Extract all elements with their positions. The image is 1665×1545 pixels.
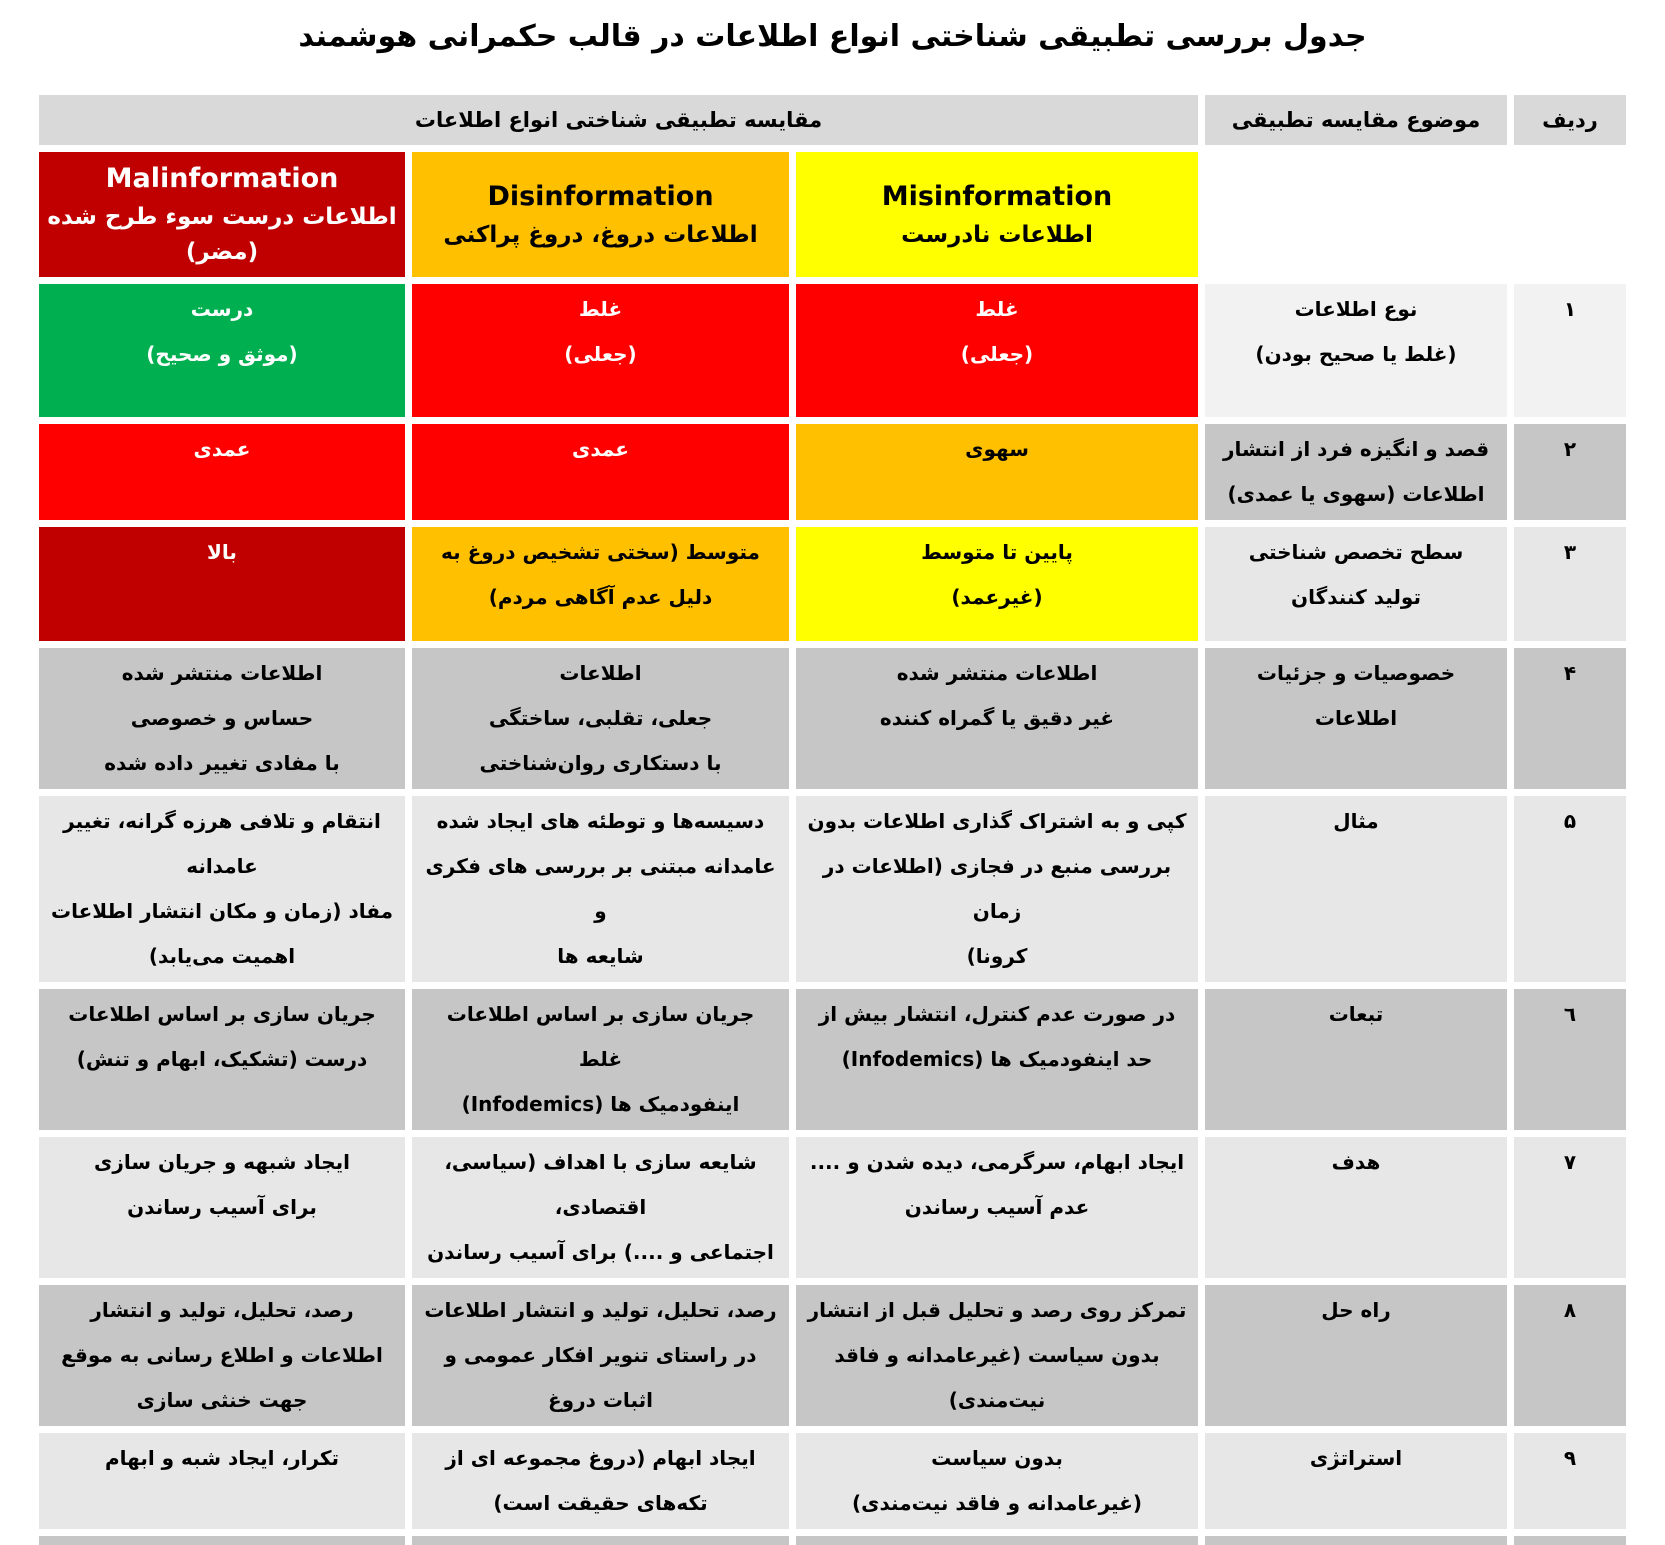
table-row: ٦ تبعات در صورت عدم کنترل، انتشار بیش از ح… xyxy=(39,989,1626,1131)
type-name-persian: اطلاعات دروغ، دروغ پراکنی xyxy=(443,221,758,248)
row-subject: تبعات xyxy=(1205,989,1507,1131)
row-number: ۵ xyxy=(1514,796,1626,983)
row-subject: نوع اطلاعات (غلط یا صحیح بودن) xyxy=(1205,284,1507,418)
table-row: ۷ هدف ایجاد ابهام، سرگرمی، دیده شدن و ....… xyxy=(39,1137,1626,1279)
misinformation-cell: سهوی xyxy=(796,424,1198,521)
malinformation-cell: ایجاد شبهه و جریان سازی برای آسیب رساندن xyxy=(39,1137,405,1279)
type-header-disinformation: Disinformation اطلاعات دروغ، دروغ پراکنی xyxy=(412,152,789,278)
misinformation-cell: اطلاعات منتشر شده غیر دقیق یا گمراه کنند… xyxy=(796,648,1198,790)
type-header-malinformation: Malinformation اطلاعات درست سوء طرح شده (… xyxy=(39,152,405,278)
type-name-english: Misinformation xyxy=(881,180,1113,212)
malinformation-cell: درست (موثق و صحیح) xyxy=(39,284,405,418)
misinformation-cell: پایین تا متوسط (غیرعمد) xyxy=(796,527,1198,642)
table-row: ۳ سطح تخصص شناختی تولید کنندگان پایین تا م… xyxy=(39,527,1626,642)
row-number: ۷ xyxy=(1514,1137,1626,1279)
table-row: ۱ نوع اطلاعات (غلط یا صحیح بودن) غلط (جعلی… xyxy=(39,284,1626,418)
type-header-misinformation: Misinformation اطلاعات نادرست xyxy=(796,152,1198,278)
disinformation-cell: رصد، تحلیل، تولید و انتشار اطلاعات در را… xyxy=(412,1285,789,1427)
row-subject: مثال xyxy=(1205,796,1507,983)
row-number: ۴ xyxy=(1514,648,1626,790)
row-number: ۹ xyxy=(1514,1433,1626,1530)
empty-cell xyxy=(1205,152,1507,277)
type-header-row: Misinformation اطلاعات نادرست Disinformati… xyxy=(39,152,1626,278)
misinformation-cell: بدون سیاست (غیرعامدانه و فاقد نیت‌مندی) xyxy=(796,1433,1198,1530)
disinformation-cell: ایجاد ابهام (دروغ مجموعه ای از تکه‌های ح… xyxy=(412,1433,789,1530)
header-row-number-label: ردیف xyxy=(1514,95,1626,145)
type-name-persian: اطلاعات درست سوء طرح شده (مضر) xyxy=(47,203,397,266)
row-number: ۱ xyxy=(1514,284,1626,418)
disinformation-cell: جریان سازی بر اساس اطلاعات غلط اینفودمیک… xyxy=(412,989,789,1131)
misinformation-cell: در صورت عدم کنترل، انتشار بیش از حد اینف… xyxy=(796,989,1198,1131)
table-row: ۴ خصوصیات و جزئیات اطلاعات اطلاعات منتشر ش… xyxy=(39,648,1626,790)
row-subject: خصوصیات و جزئیات اطلاعات xyxy=(1205,648,1507,790)
table-row: ۱۰ تکنیک بدون سیاست (غیرعامدانه و فاقد نیت… xyxy=(39,1536,1626,1545)
page-title: جدول بررسی تطبیقی شناختی انواع اطلاعات د… xyxy=(298,19,1367,54)
row-subject: هدف xyxy=(1205,1137,1507,1279)
table-row: ۵ مثال کپی و به اشتراک گذاری اطلاعات بدون … xyxy=(39,796,1626,983)
comparison-table: ردیف موضوع مقایسه تطبیقی مقایسه تطبیقی ش… xyxy=(32,88,1633,1545)
row-subject: تکنیک xyxy=(1205,1536,1507,1545)
malinformation-cell: استفاده از اطلاعات درست سازماندهی و انعک… xyxy=(39,1536,405,1545)
table-row: ۸ راه حل تمرکز روی رصد و تحلیل قبل از انتش… xyxy=(39,1285,1626,1427)
row-number: ۱۰ xyxy=(1514,1536,1626,1545)
row-subject: سطح تخصص شناختی تولید کنندگان xyxy=(1205,527,1507,642)
row-subject: قصد و انگیزه فرد از انتشار اطلاعات (سهوی… xyxy=(1205,424,1507,521)
row-subject: راه حل xyxy=(1205,1285,1507,1427)
type-name-english: Disinformation xyxy=(487,180,714,212)
table-row: ۲ قصد و انگیزه فرد از انتشار اطلاعات (سهو… xyxy=(39,424,1626,521)
disinformation-cell: عمدی xyxy=(412,424,789,521)
disinformation-cell: اطلاعات جعلی، تقلبی، ساختگی با دستکاری ر… xyxy=(412,648,789,790)
row-number: ۳ xyxy=(1514,527,1626,642)
header-comparison-label: مقایسه تطبیقی شناختی انواع اطلاعات xyxy=(39,95,1198,145)
disinformation-cell: دسیسه‌ها و توطئه های ایجاد شده عامدانه م… xyxy=(412,796,789,983)
malinformation-cell: رصد، تحلیل، تولید و انتشار اطلاعات و اطل… xyxy=(39,1285,405,1427)
table-header-row: ردیف موضوع مقایسه تطبیقی مقایسه تطبیقی ش… xyxy=(39,95,1626,145)
type-name-english: Malinformation xyxy=(105,163,339,194)
malinformation-cell: عمدی xyxy=(39,424,405,521)
misinformation-cell: ایجاد ابهام، سرگرمی، دیده شدن و .... عدم… xyxy=(796,1137,1198,1279)
malinformation-cell: تکرار، ایجاد شبه و ابهام xyxy=(39,1433,405,1530)
table-row: ۹ استراتژی بدون سیاست (غیرعامدانه و فاقد ن… xyxy=(39,1433,1626,1530)
malinformation-cell: جریان سازی بر اساس اطلاعات درست (تشکیک، … xyxy=(39,989,405,1131)
row-number: ٦ xyxy=(1514,989,1626,1131)
type-name-persian: اطلاعات نادرست xyxy=(901,221,1093,248)
header-subject-label: موضوع مقایسه تطبیقی xyxy=(1205,95,1507,145)
malinformation-cell: بالا xyxy=(39,527,405,642)
misinformation-cell: غلط (جعلی) xyxy=(796,284,1198,418)
row-number: ۲ xyxy=(1514,424,1626,521)
malinformation-cell: انتقام و تلافی هرزه گرانه، تغییر عامدانه… xyxy=(39,796,405,983)
misinformation-cell: تمرکز روی رصد و تحلیل قبل از انتشار بدون… xyxy=(796,1285,1198,1427)
disinformation-cell: دروغی دارای چیدمان و جورچینی ناجور از حق… xyxy=(412,1536,789,1545)
misinformation-cell: کپی و به اشتراک گذاری اطلاعات بدون بررسی… xyxy=(796,796,1198,983)
misinformation-cell: بدون سیاست (غیرعامدانه و فاقد نیت‌مندی) … xyxy=(796,1536,1198,1545)
malinformation-cell: اطلاعات منتشر شده حساس و خصوصی با مفادی … xyxy=(39,648,405,790)
row-number: ۸ xyxy=(1514,1285,1626,1427)
disinformation-cell: غلط (جعلی) xyxy=(412,284,789,418)
disinformation-cell: متوسط (سختی تشخیص دروغ به دلیل عدم آگاهی… xyxy=(412,527,789,642)
empty-cell xyxy=(1514,152,1626,277)
row-subject: استراتژی xyxy=(1205,1433,1507,1530)
disinformation-cell: شایعه سازی با اهداف (سیاسی، اقتصادی، اجت… xyxy=(412,1137,789,1279)
